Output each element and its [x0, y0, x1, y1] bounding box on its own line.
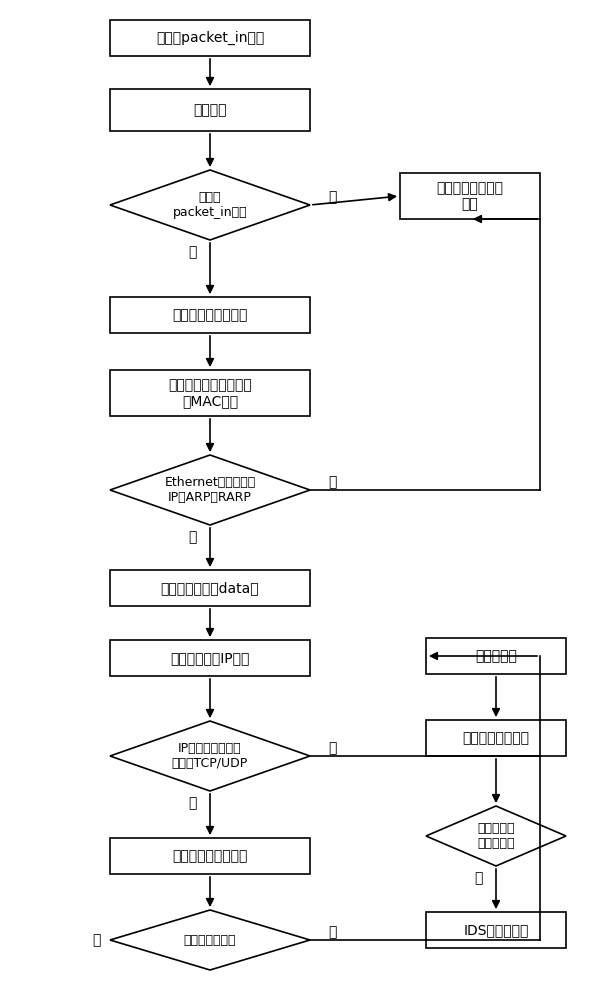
Text: 否: 否	[328, 741, 336, 755]
Text: 接收到packet_in消息: 接收到packet_in消息	[156, 31, 264, 45]
Polygon shape	[110, 910, 310, 970]
Text: 否: 否	[328, 475, 336, 489]
Text: 是否为
packet_in消息: 是否为 packet_in消息	[173, 191, 247, 219]
Text: 是: 是	[92, 933, 100, 947]
Text: 解析出源目的端口号: 解析出源目的端口号	[172, 849, 248, 863]
Polygon shape	[110, 170, 310, 240]
Bar	[400, 173, 540, 219]
Bar	[110, 570, 310, 606]
Polygon shape	[426, 806, 566, 866]
Text: 丢弃数据包: 丢弃数据包	[475, 649, 517, 663]
Bar	[110, 20, 310, 56]
Bar	[110, 89, 310, 131]
Bar	[110, 838, 310, 874]
Bar	[110, 640, 310, 676]
Text: Ethernet类型是否为
IP、ARP、RARP: Ethernet类型是否为 IP、ARP、RARP	[164, 476, 255, 504]
Text: 绑定表是否匹配: 绑定表是否匹配	[184, 934, 236, 946]
Text: 交换机获取输入端口: 交换机获取输入端口	[172, 308, 248, 322]
Text: 是: 是	[474, 871, 482, 885]
Text: 交给相应后续模块
处理: 交给相应后续模块 处理	[437, 181, 504, 211]
Text: 解析以太网帧的data域: 解析以太网帧的data域	[161, 581, 259, 595]
Text: IP报文的协议类型
是否为TCP/UDP: IP报文的协议类型 是否为TCP/UDP	[172, 742, 248, 770]
Text: 是: 是	[188, 530, 196, 544]
Text: 否: 否	[328, 925, 336, 939]
Text: IDS决策服务器: IDS决策服务器	[463, 923, 528, 937]
Bar	[426, 912, 566, 948]
Text: 否: 否	[328, 190, 336, 204]
Polygon shape	[110, 455, 310, 525]
Text: 解析出源目的IP地址: 解析出源目的IP地址	[170, 651, 249, 665]
Text: 计数变量是
否超过阈值: 计数变量是 否超过阈值	[477, 822, 515, 850]
Bar	[426, 638, 566, 674]
Text: 消息解析: 消息解析	[193, 103, 226, 117]
Polygon shape	[110, 721, 310, 791]
Bar	[426, 720, 566, 756]
Bar	[110, 297, 310, 333]
Text: 单位时间丢包计数: 单位时间丢包计数	[463, 731, 530, 745]
Bar	[110, 370, 310, 416]
Text: 从以太网帧头获取源目
的MAC地址: 从以太网帧头获取源目 的MAC地址	[168, 378, 252, 408]
Text: 是: 是	[188, 245, 196, 259]
Text: 是: 是	[188, 796, 196, 810]
